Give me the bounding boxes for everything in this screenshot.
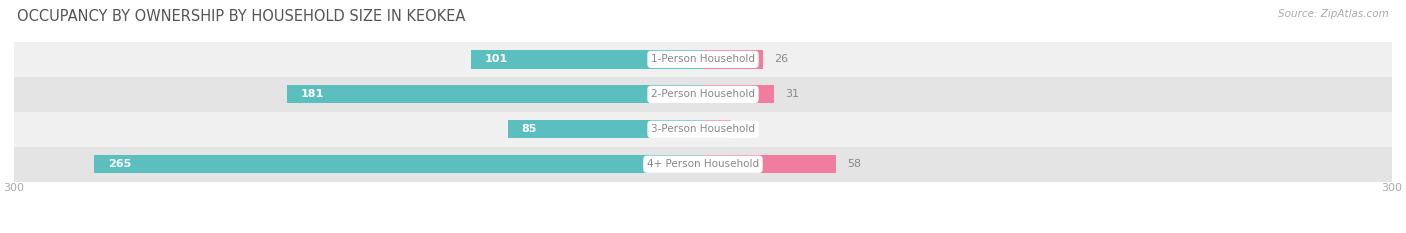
Bar: [14, 77, 1392, 112]
Text: Source: ZipAtlas.com: Source: ZipAtlas.com: [1278, 9, 1389, 19]
Text: 85: 85: [522, 124, 537, 134]
Text: 31: 31: [786, 89, 800, 99]
Bar: [287, 85, 703, 103]
Text: 181: 181: [301, 89, 325, 99]
Text: 1-Person Household: 1-Person Household: [651, 55, 755, 64]
Text: 101: 101: [485, 55, 508, 64]
Bar: [14, 147, 1392, 182]
Text: 2-Person Household: 2-Person Household: [651, 89, 755, 99]
Bar: [471, 50, 703, 69]
Bar: [703, 120, 731, 138]
Text: 3-Person Household: 3-Person Household: [651, 124, 755, 134]
Bar: [508, 120, 703, 138]
Bar: [703, 155, 837, 173]
Bar: [14, 112, 1392, 147]
Bar: [703, 85, 775, 103]
Text: 4+ Person Household: 4+ Person Household: [647, 159, 759, 169]
Text: 26: 26: [775, 55, 789, 64]
Bar: [14, 42, 1392, 77]
Text: 265: 265: [108, 159, 132, 169]
Bar: [703, 50, 762, 69]
Text: 58: 58: [848, 159, 862, 169]
Text: 12: 12: [742, 124, 756, 134]
Bar: [94, 155, 703, 173]
Text: OCCUPANCY BY OWNERSHIP BY HOUSEHOLD SIZE IN KEOKEA: OCCUPANCY BY OWNERSHIP BY HOUSEHOLD SIZE…: [17, 9, 465, 24]
